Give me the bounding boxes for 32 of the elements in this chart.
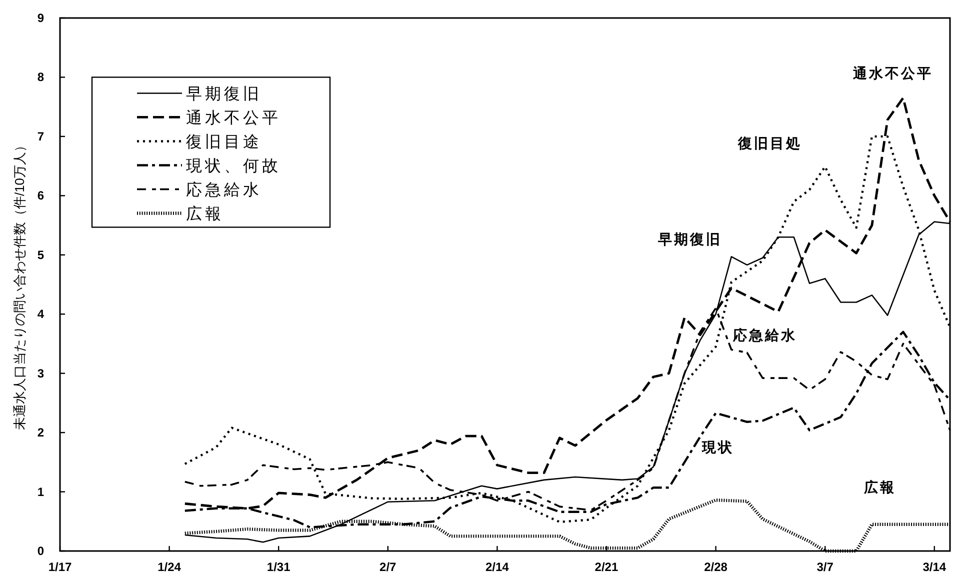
y-tick-label: 7 bbox=[37, 129, 44, 144]
legend-label: 復旧目途 bbox=[186, 133, 262, 152]
legend-label: 広報 bbox=[186, 205, 224, 224]
y-tick-label: 2 bbox=[37, 426, 44, 440]
x-tick-label: 1/17 bbox=[48, 560, 72, 574]
y-tick-label: 3 bbox=[37, 366, 44, 380]
x-tick-label: 2/14 bbox=[486, 560, 510, 574]
y-tick-label: 1 bbox=[37, 484, 44, 499]
x-tick-label: 2/28 bbox=[704, 560, 728, 574]
annotation: 早期復旧 bbox=[657, 231, 722, 247]
legend-label: 現状、何故 bbox=[186, 157, 281, 176]
y-axis-title: 未通水人口当たりの問い合わせ件数（件/10万人） bbox=[12, 138, 27, 430]
legend-label: 応急給水 bbox=[186, 181, 262, 200]
y-tick-label: 5 bbox=[37, 248, 44, 262]
x-tick-label: 2/21 bbox=[594, 560, 618, 574]
x-tick-label: 2/7 bbox=[380, 560, 397, 574]
y-tick-label: 9 bbox=[37, 11, 44, 25]
annotation: 広報 bbox=[863, 479, 896, 495]
y-tick-label: 6 bbox=[37, 188, 44, 203]
y-tick-label: 0 bbox=[37, 544, 44, 558]
x-tick-label: 1/31 bbox=[266, 560, 291, 574]
annotation: 復旧目処 bbox=[737, 135, 802, 151]
x-tick-label: 3/7 bbox=[816, 560, 834, 574]
annotation: 現状 bbox=[701, 439, 734, 455]
y-tick-label: 8 bbox=[37, 70, 44, 84]
x-tick-label: 1/24 bbox=[158, 560, 182, 574]
annotation: 通水不公平 bbox=[852, 65, 933, 81]
legend-label: 通水不公平 bbox=[186, 109, 281, 128]
x-tick-label: 3/14 bbox=[922, 560, 946, 574]
legend-label: 早期復旧 bbox=[186, 85, 262, 104]
annotation: 応急給水 bbox=[732, 327, 797, 343]
y-tick-label: 4 bbox=[37, 307, 44, 322]
